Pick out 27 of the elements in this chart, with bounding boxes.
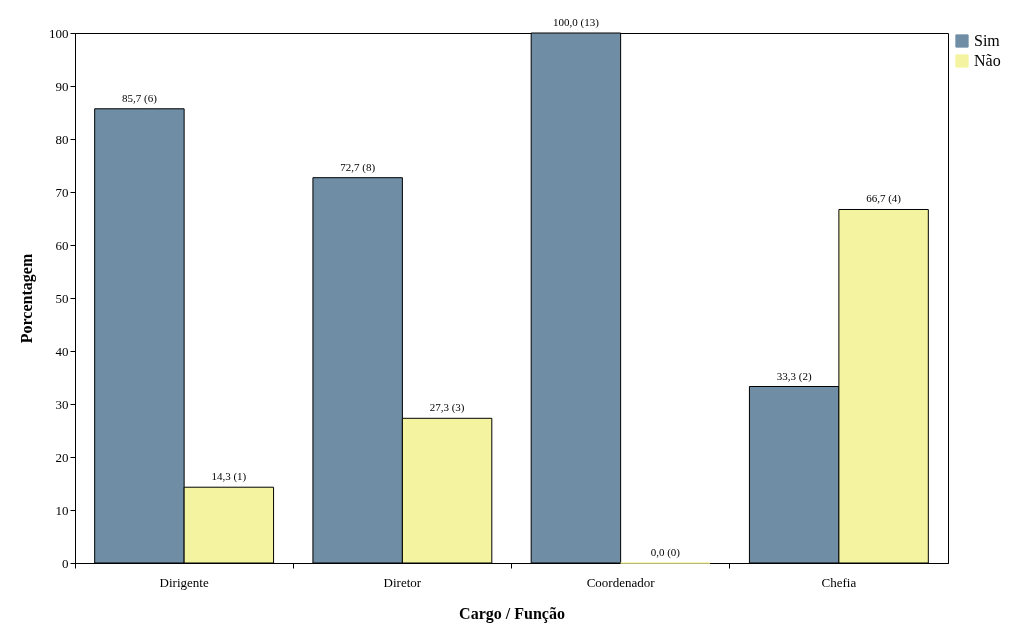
data-label: 72,7 (8): [340, 160, 376, 174]
y-tick-label: 90: [55, 78, 69, 94]
y-tick-label: 20: [55, 449, 69, 465]
data-label: 27,3 (3): [429, 401, 465, 415]
data-label: 14,3 (1): [211, 470, 247, 484]
data-label: 66,7 (4): [866, 192, 902, 206]
y-tick-label: 0: [62, 555, 69, 571]
y-tick-label: 30: [55, 396, 69, 412]
x-tick-label: Dirigente: [159, 574, 209, 590]
x-tick-label: Diretor: [383, 574, 422, 590]
data-label: 85,7 (6): [121, 91, 158, 105]
data-label: 100,0 (13): [552, 16, 600, 29]
y-tick-label: 40: [55, 343, 69, 359]
y-tick-label: 10: [55, 502, 69, 518]
data-label: 0,0 (0): [650, 546, 681, 559]
y-tick-label: 80: [55, 131, 69, 147]
y-axis-title: Porcentagem: [18, 253, 36, 344]
y-tick-label: 50: [55, 290, 69, 306]
x-axis-title: Cargo / Função: [459, 604, 565, 623]
x-tick-label: Chefia: [821, 574, 857, 590]
y-tick-label: 100: [49, 25, 69, 41]
x-tick-label: Coordenador: [586, 574, 656, 590]
y-tick-label: 70: [55, 184, 69, 200]
legend-label: Não: [974, 52, 1001, 69]
legend-label: Sim: [974, 32, 1001, 49]
data-label: 33,3 (2): [776, 369, 812, 383]
y-tick-label: 60: [55, 237, 69, 253]
